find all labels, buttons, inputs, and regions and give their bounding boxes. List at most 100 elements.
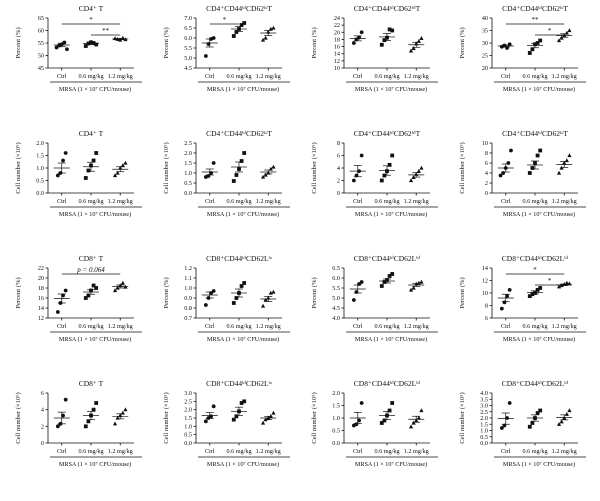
condition-label: MRSA (1 × 10⁷ CFU/mouse) [59,211,131,218]
data-point-circle [509,148,513,153]
data-point-square [86,419,91,424]
panel-title: CD8⁺CD44ʰⁱCD62Lˡᵒ [206,379,273,388]
data-point-triangle [120,163,125,168]
data-point-square [379,284,384,288]
y-tick-label: 1.5 [184,160,192,167]
panel-7: CD4⁺CD44ʰⁱCD62ʰⁱT 0 2 4 6 8 Cell number (×10⁵)… [311,129,438,218]
x-tick-label: 1.2 mg/kg [108,198,133,205]
y-tick-label: 4.5 [184,65,192,72]
y-axis-label: Cell number (×10⁵) [459,142,466,193]
data-point-circle [203,54,208,58]
panel-13: CD8⁺ T 0 2 4 6 Cell number (×10⁶) Ctrl 0.6 mg/k… [15,379,142,468]
data-point-square [242,21,247,25]
y-tick-label: 8 [337,140,340,147]
data-point-triangle [271,25,276,30]
data-point-square [527,171,532,175]
y-tick-label: 6.0 [332,275,340,282]
y-axis-label: Cell number (×10⁵) [311,392,318,443]
data-point-square [234,173,239,177]
y-tick-label: 4 [485,170,488,177]
y-axis-label: Cell number (×10⁵) [311,142,318,193]
data-point-square [390,272,395,276]
data-point-square [94,286,99,290]
y-tick-label: 0.5 [36,178,44,185]
panel-14: CD8⁺CD44ʰⁱCD62Lˡᵒ 0.00.5 1.01.52.0 2.53.0 Ce… [163,379,290,468]
data-point-triangle [559,35,564,40]
data-point-square [91,407,96,412]
y-tick-label: 12 [334,58,340,65]
data-point-circle [498,173,503,178]
data-point-square [387,274,392,278]
data-point-square [231,34,236,38]
data-point-triangle [260,174,266,179]
data-point-triangle [123,407,128,412]
y-tick-label: 4 [337,165,340,172]
data-point-triangle [263,297,268,302]
data-point-square [83,424,88,429]
data-point-square [234,30,239,34]
y-tick-label: 8 [485,303,488,310]
data-point-circle [351,178,356,183]
y-tick-label: 1.0 [332,415,340,422]
data-point-triangle [271,164,276,169]
y-tick-label: 18 [334,36,340,43]
x-tick-label: 0.6 mg/kg [78,198,103,205]
y-tick-label: 0.0 [184,190,192,197]
x-tick-label: 1.2 mg/kg [108,448,133,455]
y-tick-label: 2.0 [480,415,488,422]
y-tick-label: 4.5 [332,305,340,312]
data-point-triangle [556,421,562,426]
data-point-triangle [408,287,414,292]
data-point-square [242,399,247,404]
y-tick-label: 1.0 [480,428,488,435]
data-point-square [538,38,543,43]
x-tick-label: Ctrl [205,73,215,80]
data-point-square [239,23,244,27]
panel-title: CD8⁺ T [79,379,104,388]
data-point-triangle [556,284,562,289]
panel-title: CD4⁺CD44ʰⁱCD62ʰⁱT [354,129,421,138]
panel-5: CD4⁺ T 0.0 0.5 1.0 1.5 2.0 Cell number (×10⁶) C… [15,129,142,218]
panel-11: CD8⁺CD44ʰⁱCD62Lʰⁱ 4.0 4.5 5.0 5.5 6.0 6.5 Perce… [311,254,438,343]
x-tick-label: 1.2 mg/kg [404,323,429,330]
x-tick-label: Ctrl [353,198,363,205]
panel-title: CD8⁺CD44ʰⁱCD62Lʰⁱ [354,254,421,263]
y-axis-label: Cell number (×10⁵) [163,392,170,443]
data-point-triangle [556,170,562,175]
condition-label: MRSA (1 × 10⁷ CFU/mouse) [207,211,279,218]
y-axis-label: Percent (%) [311,277,318,308]
significance-label: * [89,16,93,24]
data-point-square [86,293,91,298]
data-point-triangle [411,285,416,290]
x-tick-label: 1.2 mg/kg [108,73,133,80]
y-tick-label: 0.9 [184,295,192,302]
data-point-circle [55,310,60,314]
y-tick-label: 2.5 [184,140,192,147]
data-point-triangle [271,410,276,415]
data-point-triangle [567,153,572,158]
panel-9: CD8⁺ T 12 14 16 18 20 22 Percent (%) Ctrl 0.6 mg/… [15,254,142,343]
condition-label: MRSA (1 × 10⁷ CFU/mouse) [355,211,427,218]
y-tick-label: 0.5 [184,432,192,439]
x-tick-label: 0.6 mg/kg [522,73,547,80]
y-tick-label: 10 [482,140,488,147]
y-tick-label: 1.5 [480,421,488,428]
panel-1: CD4⁺ T 45 50 55 60 65 Percent (%) Ctrl 0.6 mg/kg… [15,4,142,93]
y-tick-label: 5.5 [332,285,340,292]
data-point-square [379,421,384,425]
data-point-triangle [260,37,266,42]
y-tick-label: 12 [38,315,44,322]
y-axis-label: Percent (%) [459,27,466,58]
data-point-square [239,159,244,163]
data-point-square [527,51,532,55]
x-tick-label: 0.6 mg/kg [522,198,547,205]
y-tick-label: 0.0 [36,190,44,197]
y-tick-label: 2 [41,423,44,430]
data-point-circle [499,426,504,430]
significance-label: * [548,27,552,35]
y-tick-label: 1.1 [184,275,192,282]
data-point-square [83,296,88,300]
data-point-square [94,401,99,405]
data-point-square [94,42,99,47]
